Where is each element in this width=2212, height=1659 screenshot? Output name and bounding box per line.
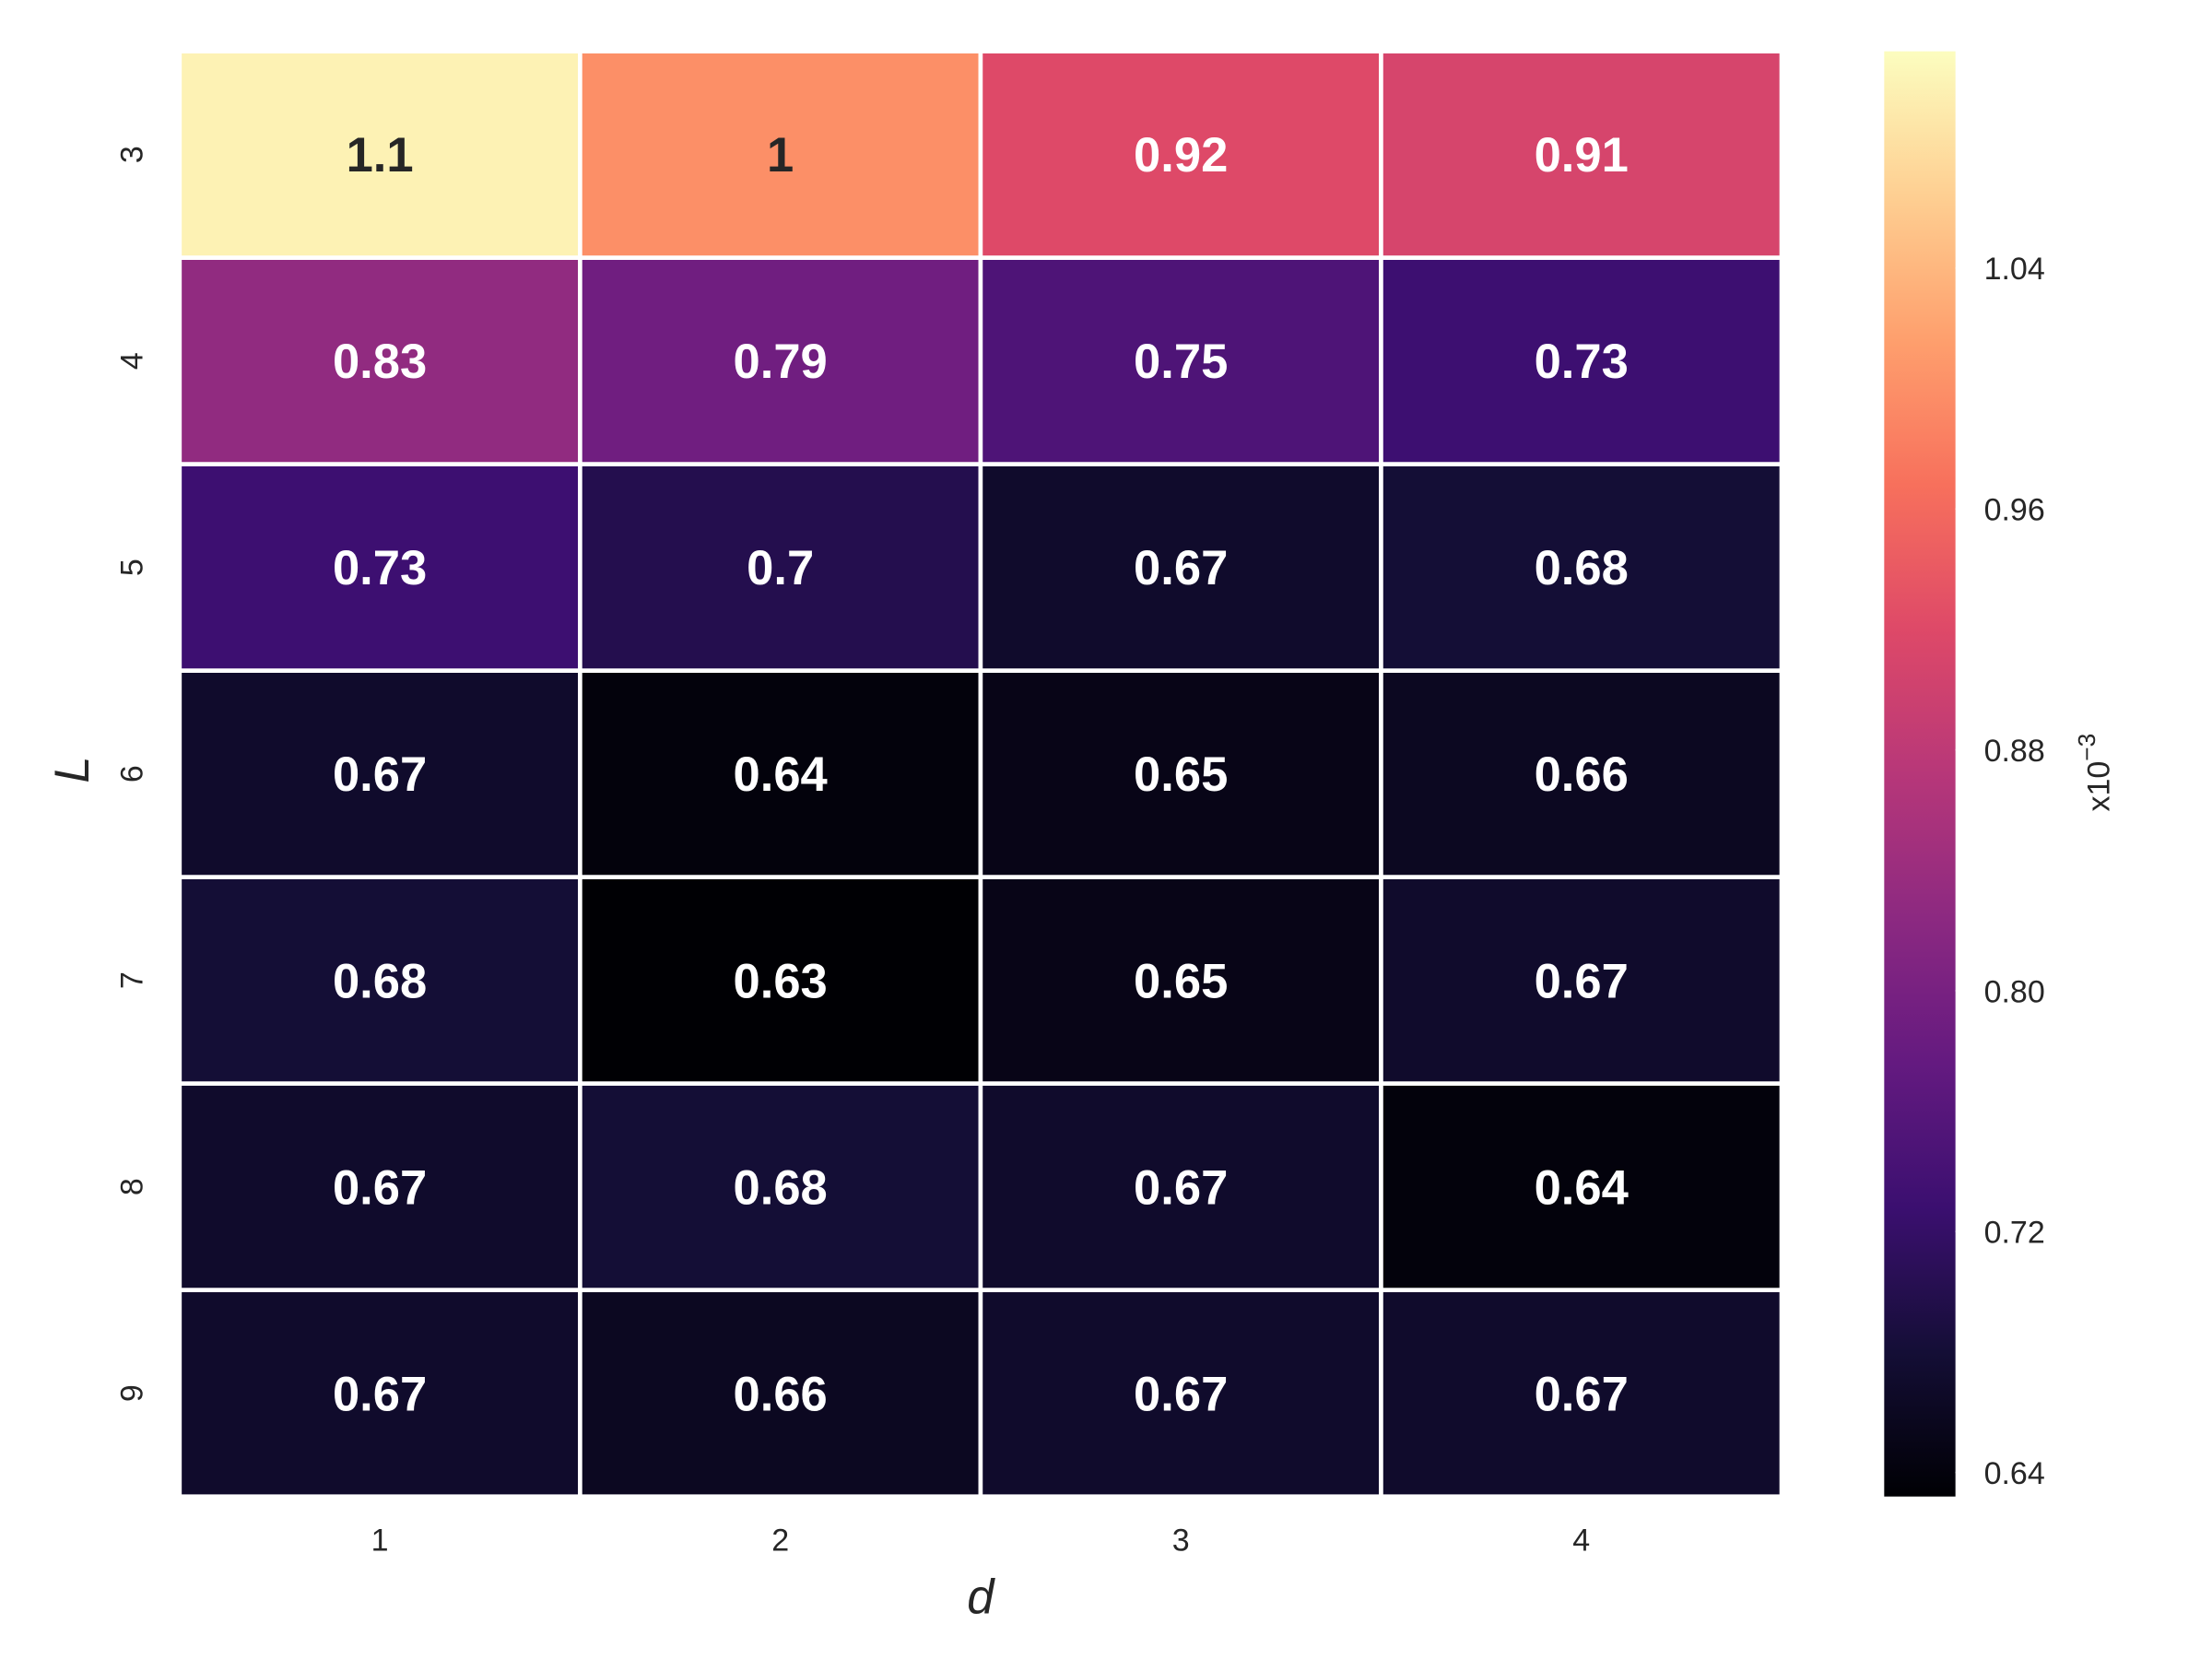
cell-value-label: 0.67 bbox=[333, 1367, 427, 1421]
heatmap-cell bbox=[177, 49, 582, 260]
heatmap-cell bbox=[978, 1081, 1383, 1293]
cell-value-label: 0.67 bbox=[1535, 1367, 1629, 1421]
cell-value-label: 0.67 bbox=[333, 1160, 427, 1215]
heatmap-cell bbox=[1379, 1288, 1784, 1500]
x-tick-label: 3 bbox=[1172, 1523, 1190, 1558]
colorbar-label: x10−3 bbox=[2073, 734, 2116, 812]
cell-value-label: 0.91 bbox=[1535, 128, 1629, 182]
x-tick-label: 2 bbox=[771, 1523, 789, 1558]
cell-value-label: 0.67 bbox=[1535, 954, 1629, 1008]
heatmap-cell bbox=[1379, 1081, 1784, 1293]
cell-value-label: 0.66 bbox=[733, 1367, 827, 1421]
y-tick-label: 9 bbox=[115, 1384, 150, 1402]
cell-value-label: 0.68 bbox=[1535, 541, 1629, 595]
heatmap-cell bbox=[177, 1081, 582, 1293]
heatmap-cell bbox=[978, 875, 1383, 1087]
heatmap-cell bbox=[978, 1288, 1383, 1500]
x-axis-label: d bbox=[967, 1571, 995, 1625]
y-tick-labels: 3 4 5 6 7 8 9 bbox=[115, 146, 150, 1402]
cell-value-label: 0.65 bbox=[1134, 747, 1228, 802]
cell-value-label: 0.64 bbox=[1535, 1160, 1629, 1215]
heatmap-cell bbox=[578, 875, 983, 1087]
colorbar bbox=[1884, 51, 1956, 1497]
heatmap-cell bbox=[1379, 668, 1784, 880]
cell-value-label: 0.92 bbox=[1134, 128, 1228, 182]
heatmap-cell bbox=[1379, 255, 1784, 467]
y-tick-label: 4 bbox=[115, 352, 150, 370]
cell-value-label: 0.79 bbox=[733, 335, 827, 389]
cell-value-label: 1 bbox=[767, 128, 794, 182]
colorbar-tick-label: 0.80 bbox=[1984, 974, 2045, 1009]
cell-value-label: 0.64 bbox=[733, 747, 827, 802]
heatmap-cell bbox=[1379, 49, 1784, 260]
y-axis-label: L bbox=[45, 756, 100, 782]
colorbar-tick-label: 0.96 bbox=[1984, 493, 2045, 528]
cell-value-label: 0.67 bbox=[1134, 1160, 1228, 1215]
heatmap-cell bbox=[578, 255, 983, 467]
cell-value-label: 0.65 bbox=[1134, 954, 1228, 1008]
cell-value-label: 0.7 bbox=[747, 541, 814, 595]
heatmap-cell bbox=[1379, 462, 1784, 674]
colorbar-tick-labels: 0.64 0.72 0.80 0.88 0.96 1.04 bbox=[1955, 252, 2045, 1491]
cell-value-label: 0.67 bbox=[1134, 541, 1228, 595]
y-tick-label: 8 bbox=[115, 1178, 150, 1195]
x-tick-label: 4 bbox=[1572, 1523, 1590, 1558]
cell-value-label: 0.75 bbox=[1134, 335, 1228, 389]
heatmap-cell bbox=[1379, 875, 1784, 1087]
x-tick-labels: 1 2 3 4 bbox=[371, 1523, 1591, 1558]
cell-value-label: 0.73 bbox=[1535, 335, 1629, 389]
heatmap-cell bbox=[578, 49, 983, 260]
cell-value-label: 0.68 bbox=[733, 1160, 827, 1215]
heatmap-cell bbox=[177, 1288, 582, 1500]
heatmap-cell bbox=[578, 1081, 983, 1293]
heatmap-cell bbox=[978, 49, 1383, 260]
colorbar-tick-label: 1.04 bbox=[1984, 252, 2045, 287]
heatmap-cell bbox=[177, 875, 582, 1087]
heatmap-cell bbox=[578, 462, 983, 674]
heatmap-cell bbox=[578, 668, 983, 880]
cell-value-label: 0.67 bbox=[1134, 1367, 1228, 1421]
cell-value-label: 1.1 bbox=[347, 128, 414, 182]
colorbar-tick-label: 0.64 bbox=[1984, 1456, 2045, 1491]
y-tick-label: 5 bbox=[115, 559, 150, 576]
cell-value-label: 0.67 bbox=[333, 747, 427, 802]
cell-value-label: 0.83 bbox=[333, 335, 427, 389]
y-tick-label: 3 bbox=[115, 146, 150, 163]
colorbar-tick-label: 0.88 bbox=[1984, 734, 2045, 769]
y-tick-label: 7 bbox=[115, 971, 150, 989]
cell-value-label: 0.66 bbox=[1535, 747, 1629, 802]
heatmap-cells: 1.1 1 0.92 0.91 0.83 0.79 0.75 0.73 0.73 0.7 0.67 0… bbox=[177, 49, 1784, 1500]
x-tick-label: 1 bbox=[371, 1523, 389, 1558]
cell-value-label: 0.63 bbox=[733, 954, 827, 1008]
cell-value-label: 0.73 bbox=[333, 541, 427, 595]
cell-value-label: 0.68 bbox=[333, 954, 427, 1008]
y-tick-label: 6 bbox=[115, 765, 150, 782]
colorbar-tick-label: 0.72 bbox=[1984, 1216, 2045, 1251]
